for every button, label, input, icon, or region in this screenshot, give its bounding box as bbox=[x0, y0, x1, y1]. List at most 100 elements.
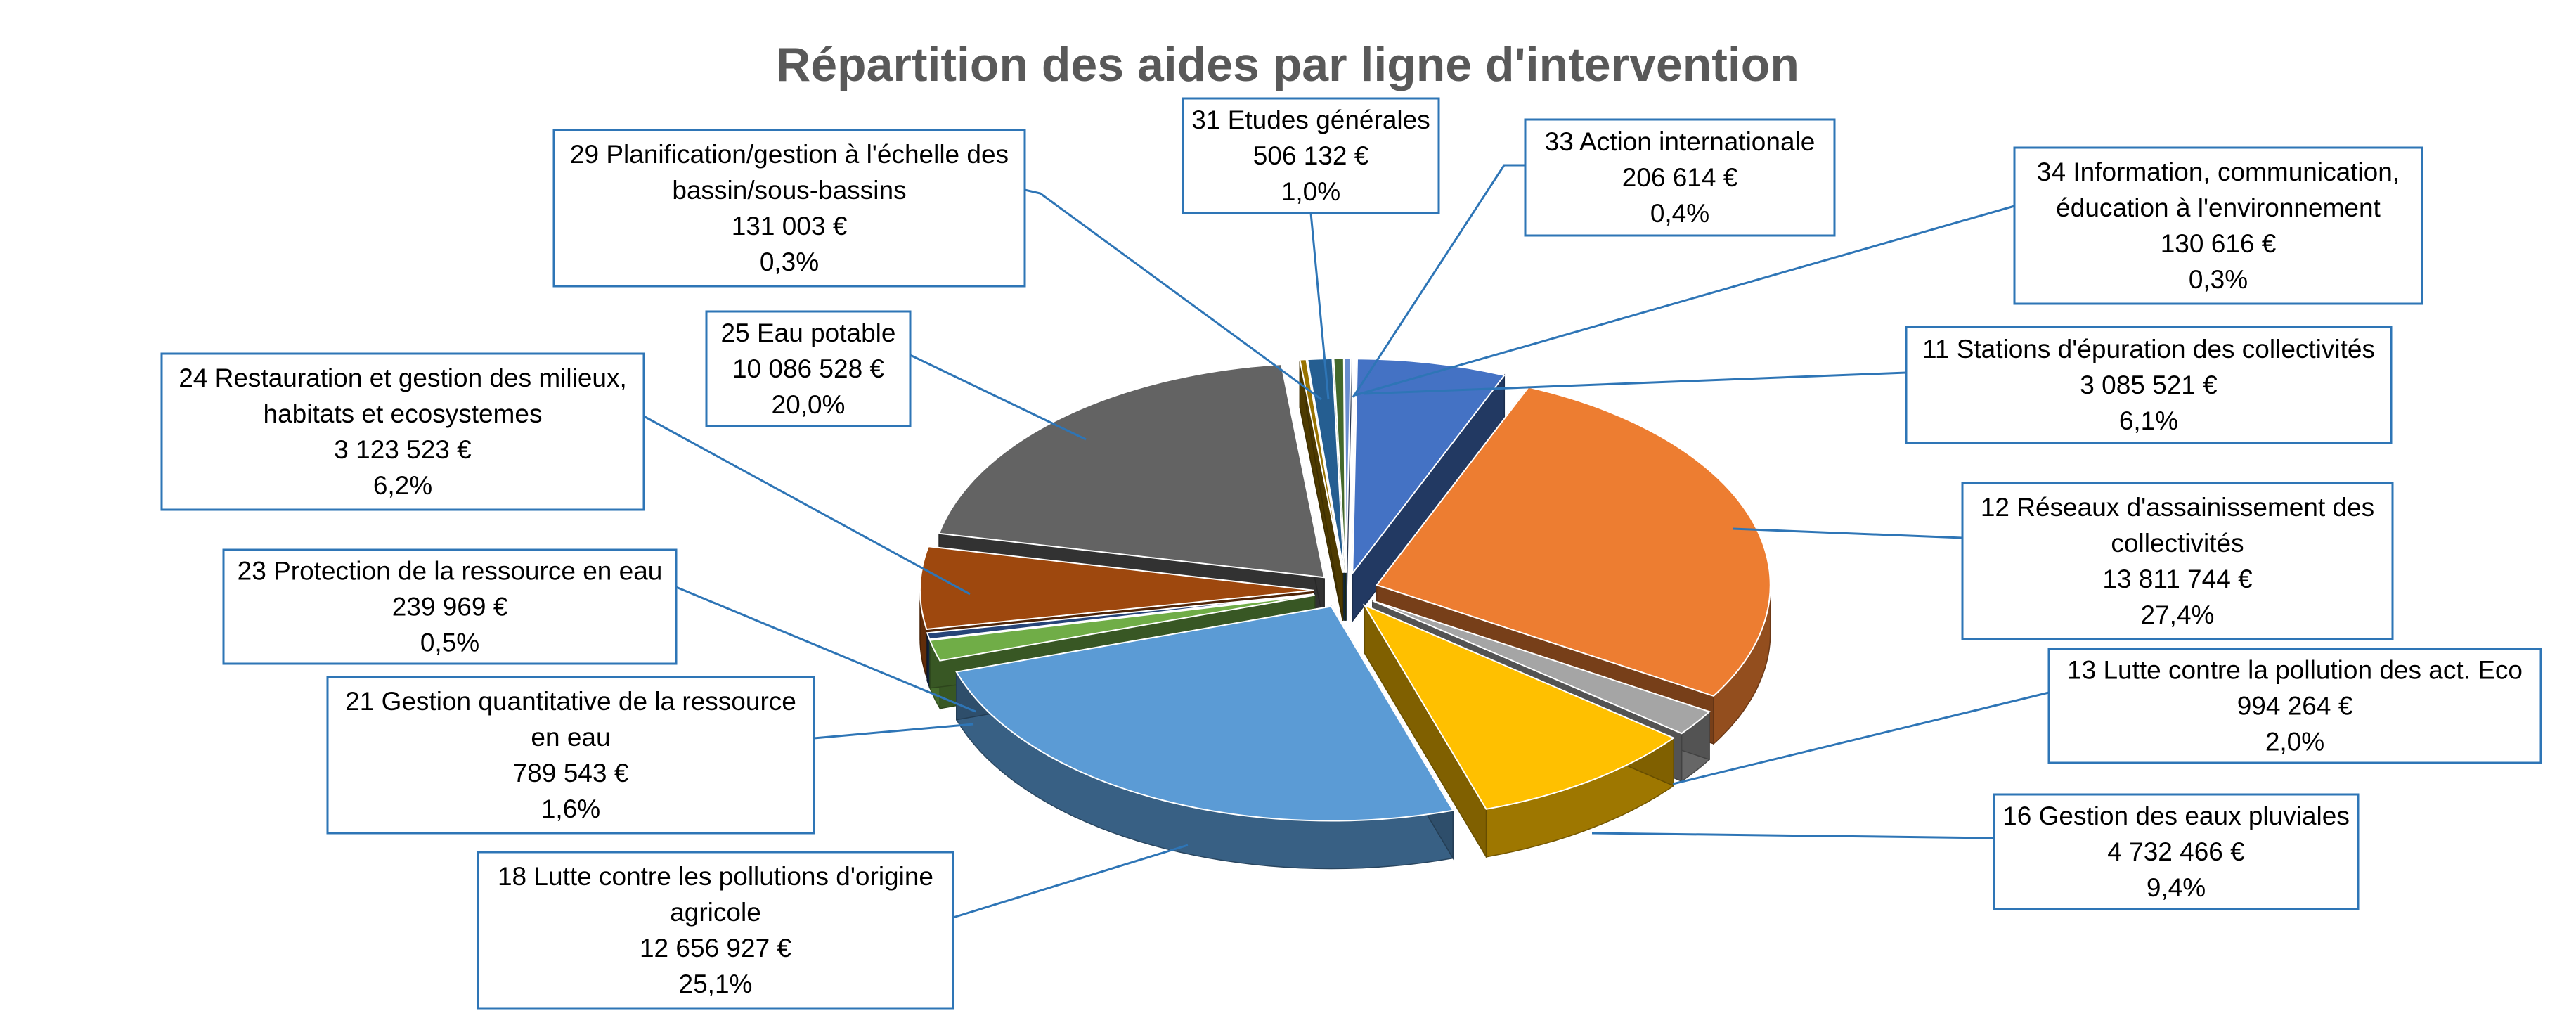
data-label: 12 Réseaux d'assainissement des collectiv… bbox=[1961, 482, 2394, 640]
leader-line bbox=[1024, 188, 1322, 401]
data-labels: 11 Stations d'épuration des collectivité… bbox=[160, 97, 2542, 1010]
data-label-text: 24 Restauration et gestion des milieux, bbox=[179, 363, 627, 392]
data-label-text: 29 Planification/gestion à l'échelle des bbox=[570, 140, 1009, 169]
leader-line bbox=[813, 723, 974, 740]
data-label-box bbox=[477, 851, 954, 1010]
pie-slice bbox=[1372, 600, 1711, 735]
leader-line bbox=[910, 354, 1087, 441]
data-label: 11 Stations d'épuration des collectivité… bbox=[1905, 326, 2393, 444]
data-label-box bbox=[326, 676, 815, 835]
data-label-text: 6,2% bbox=[373, 471, 432, 500]
data-label-box bbox=[1993, 793, 2360, 910]
data-label-box bbox=[1182, 97, 1440, 214]
data-label-box bbox=[160, 352, 645, 511]
data-label-text: 27,4% bbox=[2141, 600, 2215, 629]
data-label-text: 25,1% bbox=[679, 970, 753, 998]
data-label: 25 Eau potable 10 086 528 € 20,0% bbox=[705, 310, 912, 427]
data-label-text: 1,0% bbox=[1281, 177, 1340, 206]
data-label: 33 Action internationale 206 614 € 0,4% bbox=[1524, 118, 1836, 237]
data-label-text: 34 Information, communication, bbox=[2037, 157, 2400, 186]
data-label-text: collectivités bbox=[2111, 529, 2244, 558]
data-label-text: habitats et ecosystemes bbox=[264, 399, 543, 428]
data-label-text: 2,0% bbox=[2265, 728, 2324, 757]
data-label-text: 33 Action internationale bbox=[1545, 127, 1816, 156]
data-label: 34 Information, communication, éducation … bbox=[2013, 146, 2423, 305]
data-label-text: 239 969 € bbox=[392, 593, 508, 622]
data-label-text: 13 811 744 € bbox=[2102, 565, 2253, 593]
leader-line bbox=[1732, 527, 1963, 539]
pie-slice bbox=[938, 363, 1326, 579]
data-label-text: 0,3% bbox=[760, 247, 819, 276]
data-label-text: 12 656 927 € bbox=[640, 934, 791, 963]
data-label-text: 13 Lutte contre la pollution des act. Ec… bbox=[2067, 656, 2523, 685]
data-label-text: 9,4% bbox=[2147, 873, 2206, 902]
data-label-text: 206 614 € bbox=[1622, 163, 1738, 192]
data-label-text: 3 123 523 € bbox=[334, 435, 472, 464]
data-label: 23 Protection de la ressource en eau 239 … bbox=[222, 548, 678, 665]
data-label-text: 0,3% bbox=[2189, 265, 2248, 294]
pie-slice bbox=[1362, 603, 1676, 810]
data-label-text: 12 Réseaux d'assainissement des bbox=[1981, 493, 2374, 522]
data-label: 21 Gestion quantitative de la ressource e… bbox=[326, 676, 815, 835]
data-label-text: 18 Lutte contre les pollutions d'origine bbox=[498, 862, 933, 891]
leader-line bbox=[1591, 832, 1995, 839]
data-label-text: 789 543 € bbox=[513, 759, 629, 787]
pie-slice bbox=[1352, 358, 1506, 576]
data-label: 13 Lutte contre la pollution des act. Ec… bbox=[2047, 648, 2542, 764]
data-label-box bbox=[1524, 118, 1836, 237]
pie-slice bbox=[1299, 359, 1344, 573]
data-label-text: agricole bbox=[670, 898, 761, 927]
pie-top-layer bbox=[919, 357, 1771, 822]
leader-line bbox=[1354, 205, 2015, 397]
data-label-text: 506 132 € bbox=[1253, 141, 1369, 170]
data-label-box bbox=[2047, 648, 2542, 764]
pie-slice bbox=[926, 593, 1315, 640]
leader-line bbox=[643, 415, 971, 596]
data-label-text: 31 Etudes générales bbox=[1191, 105, 1430, 134]
leader-line bbox=[1309, 212, 1330, 400]
pie-slice bbox=[919, 546, 1314, 631]
pie-slice bbox=[928, 594, 1315, 662]
data-label: 16 Gestion des eaux pluviales 4 732 466 €… bbox=[1993, 793, 2360, 910]
data-label-text: 0,4% bbox=[1650, 199, 1709, 228]
data-label: 31 Etudes générales 506 132 € 1,0% bbox=[1182, 97, 1440, 214]
data-label-text: 3 085 521 € bbox=[2080, 371, 2218, 399]
data-label-text: 25 Eau potable bbox=[721, 318, 896, 347]
data-label: 29 Planification/gestion à l'échelle des… bbox=[552, 129, 1026, 288]
data-label-text: 11 Stations d'épuration des collectivité… bbox=[1922, 335, 2375, 363]
data-label: 18 Lutte contre les pollutions d'origine… bbox=[477, 851, 954, 1010]
data-label-text: 20,0% bbox=[772, 390, 846, 419]
data-label-text: bassin/sous-bassins bbox=[672, 176, 906, 205]
data-label-text: 21 Gestion quantitative de la ressource bbox=[345, 687, 796, 716]
data-label-text: 131 003 € bbox=[732, 212, 848, 240]
data-label-text: éducation à l'environnement bbox=[2056, 193, 2381, 222]
leader-line bbox=[1363, 371, 1907, 395]
leader-line bbox=[1352, 164, 1525, 398]
data-label-text: en eau bbox=[531, 723, 610, 752]
data-label-box bbox=[705, 310, 912, 427]
data-label-box bbox=[222, 548, 678, 665]
data-label-text: 10 086 528 € bbox=[732, 354, 884, 383]
leader-lines bbox=[643, 164, 2050, 919]
data-label-text: 6,1% bbox=[2119, 406, 2178, 435]
data-label-text: 994 264 € bbox=[2237, 692, 2353, 721]
pie-slice bbox=[1333, 357, 1347, 573]
pie-slice bbox=[955, 605, 1454, 822]
data-label-box bbox=[2013, 146, 2423, 305]
data-label-text: 4 732 466 € bbox=[2107, 837, 2245, 866]
leader-line bbox=[952, 844, 1189, 919]
pie-slice bbox=[1307, 357, 1345, 573]
data-label-text: 23 Protection de la ressource en eau bbox=[238, 557, 663, 586]
data-label-box bbox=[1961, 482, 2394, 640]
data-label-text: 16 Gestion des eaux pluviales bbox=[2002, 802, 2350, 830]
data-label-text: 1,6% bbox=[541, 794, 600, 823]
chart-title: Répartition des aides par ligne d'interv… bbox=[776, 38, 1799, 91]
data-label: 24 Restauration et gestion des milieux, h… bbox=[160, 352, 645, 511]
data-label-box bbox=[552, 129, 1026, 288]
leader-line bbox=[675, 586, 976, 713]
pie-slice bbox=[1376, 386, 1771, 697]
pie-slice bbox=[1343, 357, 1352, 573]
data-label-text: 0,5% bbox=[420, 629, 479, 657]
leader-line bbox=[1672, 691, 2050, 785]
